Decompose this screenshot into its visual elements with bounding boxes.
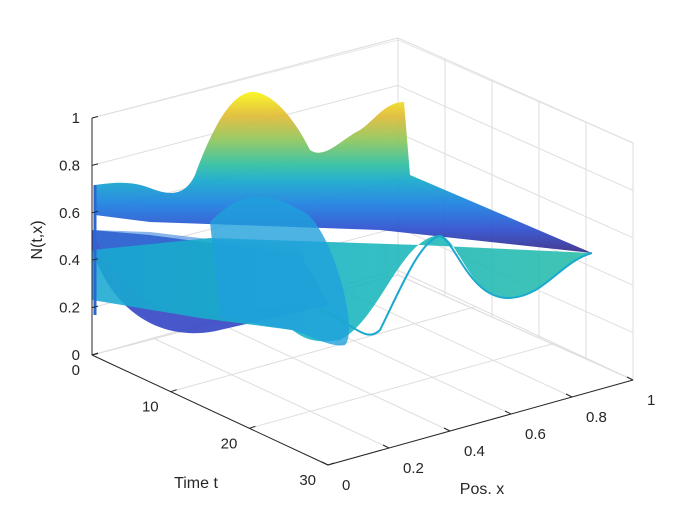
x-tick-label: 0.6	[525, 426, 546, 443]
surface-front-edge	[210, 196, 349, 346]
t-grid-line	[170, 306, 476, 393]
z-tick-label: 1	[72, 110, 80, 127]
xlabel: Pos. x	[460, 481, 504, 498]
t-tick-label: 20	[221, 435, 238, 452]
z-grid-line-right	[397, 274, 634, 381]
x-tick-label: 0.4	[464, 443, 485, 460]
t-tick-label: 0	[72, 362, 80, 379]
x-tick-label: 0.2	[403, 460, 424, 477]
z-grid-line-left	[91, 37, 399, 119]
t-tick-mark	[249, 425, 256, 429]
surface-back-ridge	[95, 91, 592, 253]
surface-front-crest	[319, 234, 593, 336]
x-tick-mark	[321, 461, 329, 466]
z-tick-label: 0.8	[59, 157, 80, 174]
ylabel: Time t	[174, 475, 218, 492]
z-tick-mark	[91, 305, 99, 309]
x-tick-label: 0	[342, 477, 350, 494]
z-tick-label: 0.6	[59, 205, 80, 222]
z-tick-mark	[91, 210, 99, 214]
z-tick-label: 0.4	[59, 252, 80, 269]
x-tick-mark	[504, 410, 512, 415]
t-axis-line	[91, 354, 329, 466]
x-axis-line	[327, 379, 634, 466]
x-grid-line	[335, 286, 573, 398]
surface-mesh	[92, 91, 593, 346]
t-grid-line	[249, 342, 555, 429]
tick-marks	[91, 116, 634, 466]
z-tick-mark	[91, 163, 99, 166]
t-tick-label: 30	[299, 472, 316, 489]
x-tick-mark	[626, 376, 634, 381]
zlabel: N(t,x)	[29, 220, 46, 259]
axis-lines	[91, 118, 634, 466]
x-grid-line	[152, 337, 390, 449]
t-tick-mark	[91, 352, 99, 356]
t-tick-mark	[327, 462, 335, 466]
x-tick-mark	[443, 427, 451, 432]
z-grid-line-right	[397, 132, 634, 239]
x-tick-label: 1	[647, 392, 655, 409]
z-tick-mark	[91, 116, 99, 119]
z-grid-line-right	[397, 84, 634, 191]
z-tick-label: 0	[72, 347, 80, 364]
z-grid-line-right	[397, 37, 634, 144]
x-tick-mark	[565, 393, 573, 398]
x-tick-label: 0.8	[586, 409, 607, 426]
z-tick-mark	[91, 258, 99, 261]
x-tick-mark	[382, 444, 390, 449]
x-grid-line	[213, 320, 451, 432]
t-tick-label: 10	[142, 399, 159, 416]
x-grid-line	[396, 269, 634, 381]
z-tick-label: 0.2	[59, 300, 80, 317]
t-tick-mark	[170, 389, 177, 393]
